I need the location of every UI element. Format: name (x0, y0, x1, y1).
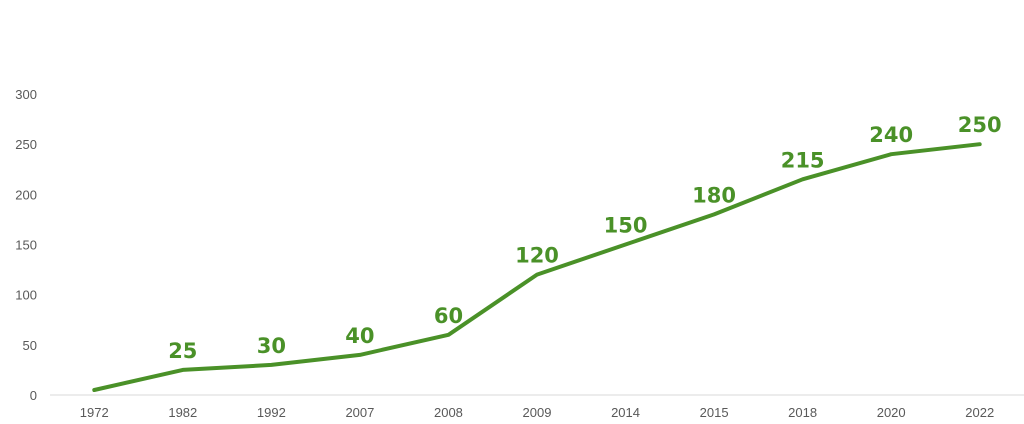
data-labels: 25 30 40 60 120 150 180 215 240 250 (168, 113, 1001, 363)
y-axis-ticks: 0 50 100 150 200 250 300 (15, 87, 37, 403)
y-tick-label: 250 (15, 137, 37, 152)
x-tick-label: 2020 (877, 405, 906, 420)
y-tick-label: 150 (15, 238, 37, 253)
data-label: 40 (345, 324, 374, 348)
x-tick-label: 2022 (965, 405, 994, 420)
x-tick-label: 2007 (345, 405, 374, 420)
x-tick-label: 1972 (80, 405, 109, 420)
data-label: 25 (168, 339, 197, 363)
y-tick-label: 0 (30, 388, 37, 403)
data-label: 120 (515, 244, 559, 268)
series-line (92, 142, 982, 392)
data-label: 60 (434, 304, 463, 328)
y-tick-label: 200 (15, 187, 37, 202)
x-tick-label: 1982 (168, 405, 197, 420)
x-tick-label: 1992 (257, 405, 286, 420)
x-tick-label: 2009 (523, 405, 552, 420)
x-axis-ticks: 1972 1982 1992 2007 2008 2009 2014 2015 2018 2020… (80, 405, 994, 420)
x-tick-label: 2015 (700, 405, 729, 420)
y-tick-label: 300 (15, 87, 37, 102)
x-tick-label: 2014 (611, 405, 640, 420)
y-tick-label: 50 (23, 338, 37, 353)
data-label: 250 (958, 113, 1002, 137)
data-label: 180 (692, 183, 736, 207)
data-label: 150 (604, 214, 648, 238)
y-tick-label: 100 (15, 288, 37, 303)
x-tick-label: 2008 (434, 405, 463, 420)
data-label: 30 (257, 334, 286, 358)
data-label: 240 (869, 123, 913, 147)
data-label: 215 (781, 148, 825, 172)
x-tick-label: 2018 (788, 405, 817, 420)
